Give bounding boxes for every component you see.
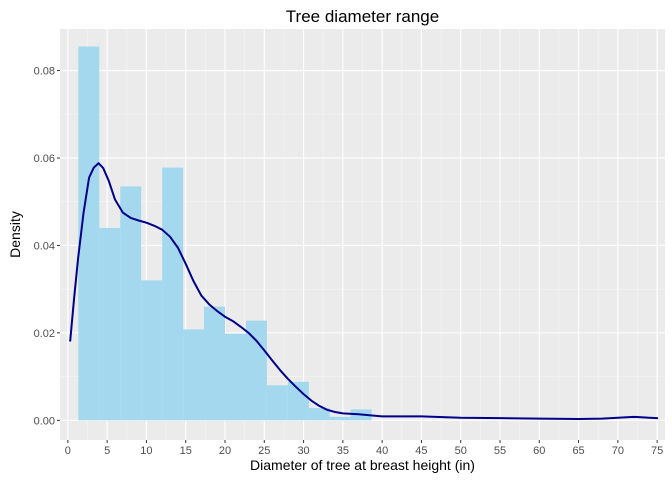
y-tick-label: 0.08 bbox=[34, 66, 55, 78]
histogram-bar bbox=[287, 381, 309, 421]
x-tick-label: 30 bbox=[297, 445, 309, 457]
x-tick-label: 40 bbox=[376, 445, 388, 457]
y-axis-ticks: 0.00 0.02 0.04 0.06 0.08 bbox=[34, 66, 60, 427]
histogram-bar bbox=[329, 416, 351, 421]
histogram-bar bbox=[204, 306, 225, 421]
y-axis-title: Density bbox=[7, 211, 23, 258]
y-tick-label: 0.06 bbox=[34, 153, 55, 165]
x-tick-label: 45 bbox=[415, 445, 427, 457]
x-tick-label: 20 bbox=[219, 445, 231, 457]
y-tick-label: 0.00 bbox=[34, 415, 55, 427]
y-tick-label: 0.02 bbox=[34, 328, 55, 340]
x-tick-label: 75 bbox=[651, 445, 663, 457]
x-tick-label: 55 bbox=[494, 445, 506, 457]
histogram-bar bbox=[120, 186, 142, 421]
histogram-bar bbox=[78, 46, 100, 421]
x-tick-label: 35 bbox=[337, 445, 349, 457]
x-tick-label: 50 bbox=[455, 445, 467, 457]
density-curve-line bbox=[69, 162, 659, 421]
histogram-bar bbox=[99, 227, 121, 421]
histogram-bar bbox=[225, 333, 246, 421]
x-axis-title: Diameter of tree at breast height (in) bbox=[250, 457, 475, 473]
y-tick-label: 0.04 bbox=[34, 240, 55, 252]
histogram-bar bbox=[141, 280, 163, 421]
histogram-bar bbox=[162, 167, 184, 421]
major-grid-lines bbox=[60, 29, 665, 440]
x-axis-ticks: 0 5 10 15 20 25 30 35 40 45 50 55 60 65 70 75 bbox=[65, 440, 663, 457]
histogram-bar bbox=[183, 329, 205, 421]
x-tick-label: 65 bbox=[572, 445, 584, 457]
histogram-bar bbox=[308, 408, 330, 421]
x-tick-label: 10 bbox=[140, 445, 152, 457]
histogram-bar bbox=[245, 320, 267, 421]
x-tick-label: 25 bbox=[258, 445, 270, 457]
histogram-bar bbox=[266, 385, 288, 421]
x-tick-label: 5 bbox=[104, 445, 110, 457]
x-tick-label: 15 bbox=[180, 445, 192, 457]
histogram-bars bbox=[78, 46, 372, 421]
x-tick-label: 60 bbox=[533, 445, 545, 457]
x-tick-label: 0 bbox=[65, 445, 71, 457]
x-tick-label: 70 bbox=[612, 445, 624, 457]
chart-title: Tree diameter range bbox=[286, 7, 439, 26]
